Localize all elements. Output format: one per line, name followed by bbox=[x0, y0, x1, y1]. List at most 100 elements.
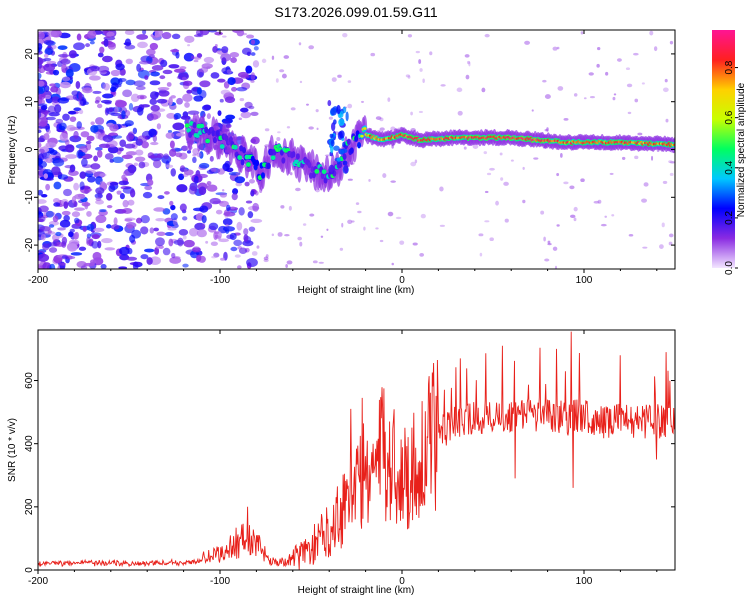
noise-blob bbox=[196, 254, 202, 262]
noise-blob bbox=[87, 175, 96, 183]
noise-blob bbox=[217, 168, 226, 175]
noise-blob bbox=[156, 231, 166, 236]
noise-blob bbox=[60, 58, 71, 65]
noise-blob bbox=[165, 132, 175, 139]
noise-blob bbox=[193, 175, 199, 184]
noise-blob bbox=[248, 105, 255, 110]
noise-blob bbox=[43, 57, 52, 62]
noise-blob bbox=[299, 80, 303, 84]
ridge-core bbox=[219, 144, 225, 149]
noise-blob bbox=[121, 174, 126, 181]
noise-blob bbox=[192, 156, 197, 164]
noise-blob bbox=[634, 98, 639, 103]
noise-blob bbox=[81, 158, 88, 167]
noise-blob bbox=[222, 35, 227, 38]
noise-blob bbox=[251, 251, 258, 256]
noise-blob bbox=[522, 199, 526, 204]
noise-blob bbox=[48, 247, 58, 253]
noise-blob bbox=[152, 134, 158, 143]
noise-blob bbox=[627, 111, 632, 115]
noise-blob bbox=[38, 80, 45, 87]
noise-blob bbox=[49, 263, 56, 269]
noise-blob bbox=[271, 55, 275, 60]
noise-blob bbox=[556, 46, 560, 50]
noise-blob bbox=[429, 51, 433, 56]
noise-blob bbox=[126, 256, 138, 261]
noise-blob bbox=[522, 166, 525, 170]
noise-blob bbox=[59, 81, 71, 89]
noise-blob bbox=[115, 99, 124, 104]
noise-blob bbox=[147, 152, 155, 159]
noise-blob bbox=[240, 107, 249, 113]
colorbar-gradient bbox=[712, 30, 735, 268]
noise-blob bbox=[457, 110, 463, 116]
noise-blob bbox=[642, 246, 648, 249]
noise-blob bbox=[669, 40, 674, 45]
noise-blob bbox=[420, 213, 426, 219]
noise-blob bbox=[196, 152, 202, 158]
noise-blob bbox=[89, 259, 97, 265]
noise-blob bbox=[297, 236, 303, 241]
noise-blob bbox=[85, 140, 92, 145]
noise-blob bbox=[254, 190, 259, 196]
noise-blob bbox=[99, 46, 105, 54]
noise-blob bbox=[155, 217, 166, 222]
noise-blob bbox=[73, 200, 78, 208]
noise-blob bbox=[51, 166, 61, 176]
noise-blob bbox=[86, 135, 95, 142]
noise-blob bbox=[44, 47, 53, 56]
noise-blob bbox=[85, 169, 97, 174]
noise-blob bbox=[166, 112, 176, 119]
noise-blob bbox=[118, 147, 124, 152]
noise-blob bbox=[250, 39, 256, 45]
noise-blob bbox=[250, 80, 255, 83]
noise-blob bbox=[125, 151, 138, 156]
noise-blob bbox=[63, 201, 69, 209]
noise-blob bbox=[573, 206, 578, 212]
noise-blob bbox=[101, 55, 113, 63]
noise-blob bbox=[241, 32, 248, 36]
noise-blob bbox=[486, 172, 492, 176]
noise-blob bbox=[218, 238, 230, 243]
noise-blob bbox=[220, 53, 232, 62]
noise-blob bbox=[246, 34, 255, 39]
noise-blob bbox=[80, 265, 88, 269]
noise-blob bbox=[573, 217, 577, 222]
noise-blob bbox=[74, 193, 86, 200]
noise-blob bbox=[62, 76, 71, 82]
noise-blob bbox=[210, 241, 218, 246]
noise-blob bbox=[173, 68, 186, 73]
noise-blob bbox=[339, 149, 345, 155]
noise-blob bbox=[121, 207, 133, 214]
noise-blob bbox=[345, 111, 349, 122]
noise-blob bbox=[147, 179, 154, 186]
noise-blob bbox=[85, 142, 92, 151]
noise-blob bbox=[98, 143, 111, 148]
noise-blob bbox=[176, 184, 188, 193]
noise-blob bbox=[246, 258, 258, 267]
noise-blob bbox=[484, 33, 490, 38]
noise-blob bbox=[46, 129, 51, 135]
noise-blob bbox=[157, 195, 165, 200]
noise-blob bbox=[220, 89, 231, 95]
y-tick-label: -10 bbox=[24, 190, 35, 205]
ridge-core-outer bbox=[349, 147, 354, 154]
noise-blob bbox=[68, 239, 80, 246]
noise-blob bbox=[48, 112, 60, 117]
noise-blob bbox=[186, 89, 193, 94]
noise-blob bbox=[85, 43, 91, 48]
noise-blob bbox=[43, 39, 55, 45]
noise-blob bbox=[38, 31, 45, 40]
noise-blob bbox=[616, 58, 622, 62]
colorbar-tick-label: 0.8 bbox=[724, 60, 735, 74]
noise-blob bbox=[44, 85, 50, 92]
noise-blob bbox=[193, 95, 204, 102]
noise-blob bbox=[210, 167, 217, 173]
ridge-core-outer bbox=[260, 172, 265, 179]
x-tick-label: 100 bbox=[576, 275, 593, 286]
noise-blob bbox=[295, 187, 301, 192]
noise-blob bbox=[412, 242, 418, 246]
noise-blob bbox=[38, 158, 43, 166]
noise-blob bbox=[277, 131, 281, 134]
noise-blob bbox=[133, 80, 146, 87]
